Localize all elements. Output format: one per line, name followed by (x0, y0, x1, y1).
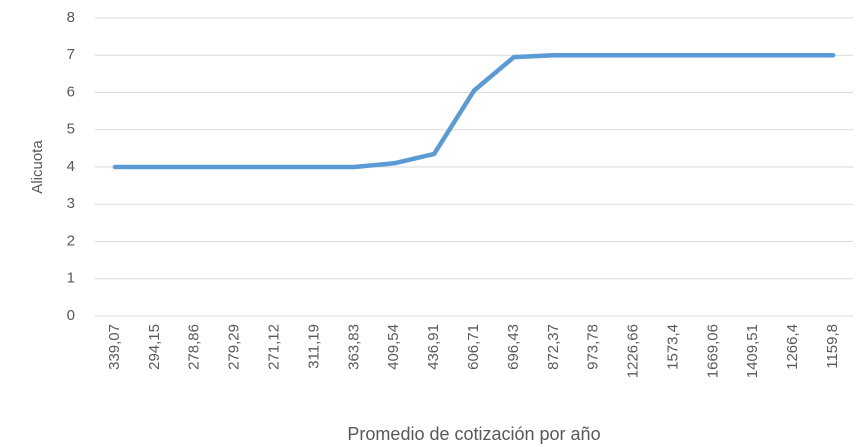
y-tick-label: 4 (67, 158, 75, 175)
y-tick-label: 5 (67, 121, 75, 138)
x-tick-label: 409,54 (385, 324, 402, 370)
y-tick-label: 6 (67, 83, 75, 100)
x-tick-label: 606,71 (465, 324, 482, 370)
x-tick-label: 1573,4 (664, 324, 681, 370)
x-tick-label: 696,43 (505, 324, 522, 370)
x-tick-label: 1159,8 (824, 324, 841, 369)
x-tick-label: 436,91 (425, 324, 442, 370)
x-tick-label: 339,07 (106, 324, 123, 370)
y-tick-label: 2 (67, 232, 75, 249)
y-tick-label: 8 (67, 9, 75, 26)
x-tick-label: 271,12 (265, 324, 282, 370)
x-tick-label: 1669,06 (704, 324, 721, 378)
x-tick-label: 973,78 (585, 324, 602, 370)
x-tick-label: 1266,4 (784, 324, 801, 370)
x-tick-label: 1409,51 (744, 324, 761, 378)
x-tick-label: 294,15 (146, 324, 163, 370)
y-tick-label: 7 (67, 46, 75, 63)
x-tick-label: 311,19 (305, 324, 322, 369)
y-tick-label: 3 (67, 195, 75, 212)
y-tick-label: 1 (67, 270, 75, 287)
data-line (112, 53, 836, 170)
x-tick-label: 872,37 (545, 324, 562, 370)
x-tick-label: 363,83 (345, 324, 362, 370)
x-tick-label: 279,29 (226, 324, 243, 370)
y-tick-label: 0 (67, 307, 75, 324)
y-axis-label: Alicuota (29, 140, 46, 194)
x-axis-label: Promedio de cotización por año (347, 424, 600, 444)
x-tick-label: 278,86 (186, 324, 203, 370)
x-tick-label: 1226,66 (625, 324, 642, 378)
